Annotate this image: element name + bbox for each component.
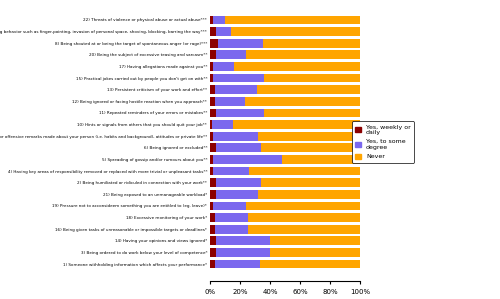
Bar [216,248,270,257]
Bar [214,260,260,269]
Bar [210,86,214,94]
Bar [216,237,270,245]
Bar [260,260,360,269]
Bar [214,97,244,106]
Bar [210,190,216,199]
Bar [210,132,213,141]
Bar [210,167,213,176]
Bar [214,225,248,234]
Bar [258,190,360,199]
Bar [216,109,264,117]
Bar [210,248,216,257]
Bar [213,202,246,210]
Bar [234,62,360,71]
Bar [212,120,233,129]
Bar [248,213,360,222]
Bar [261,178,360,187]
Bar [258,132,360,141]
Bar [264,109,360,117]
Bar [210,109,216,117]
Bar [270,248,360,257]
Bar [232,120,360,129]
Bar [213,16,225,24]
Bar [246,51,360,59]
Bar [210,120,212,129]
Bar [249,167,360,176]
Bar [210,178,216,187]
Bar [256,86,360,94]
Bar [213,62,234,71]
Bar [213,167,249,176]
Bar [214,86,256,94]
Bar [216,51,246,59]
Bar [210,51,216,59]
Bar [210,144,216,152]
Bar [210,62,213,71]
Bar [213,132,258,141]
Bar [210,27,216,36]
Bar [225,16,360,24]
Bar [210,74,213,83]
Bar [210,16,213,24]
Bar [248,225,360,234]
Bar [214,213,248,222]
Bar [210,39,218,48]
Bar [282,155,360,164]
Bar [210,155,213,164]
Bar [210,260,214,269]
Bar [264,74,360,83]
Bar [210,202,213,210]
Bar [210,225,214,234]
Bar [216,144,261,152]
Legend: Yes, weekly or
daily, Yes, to some
degree, Never: Yes, weekly or daily, Yes, to some degre… [352,121,414,163]
Bar [216,178,261,187]
Bar [216,190,258,199]
Bar [262,39,360,48]
Bar [261,144,360,152]
Bar [213,155,282,164]
Bar [210,237,216,245]
Bar [270,237,360,245]
Bar [210,213,214,222]
Bar [210,97,214,106]
Bar [244,97,360,106]
Bar [216,27,231,36]
Bar [246,202,360,210]
Bar [218,39,262,48]
Bar [231,27,360,36]
Bar [213,74,264,83]
